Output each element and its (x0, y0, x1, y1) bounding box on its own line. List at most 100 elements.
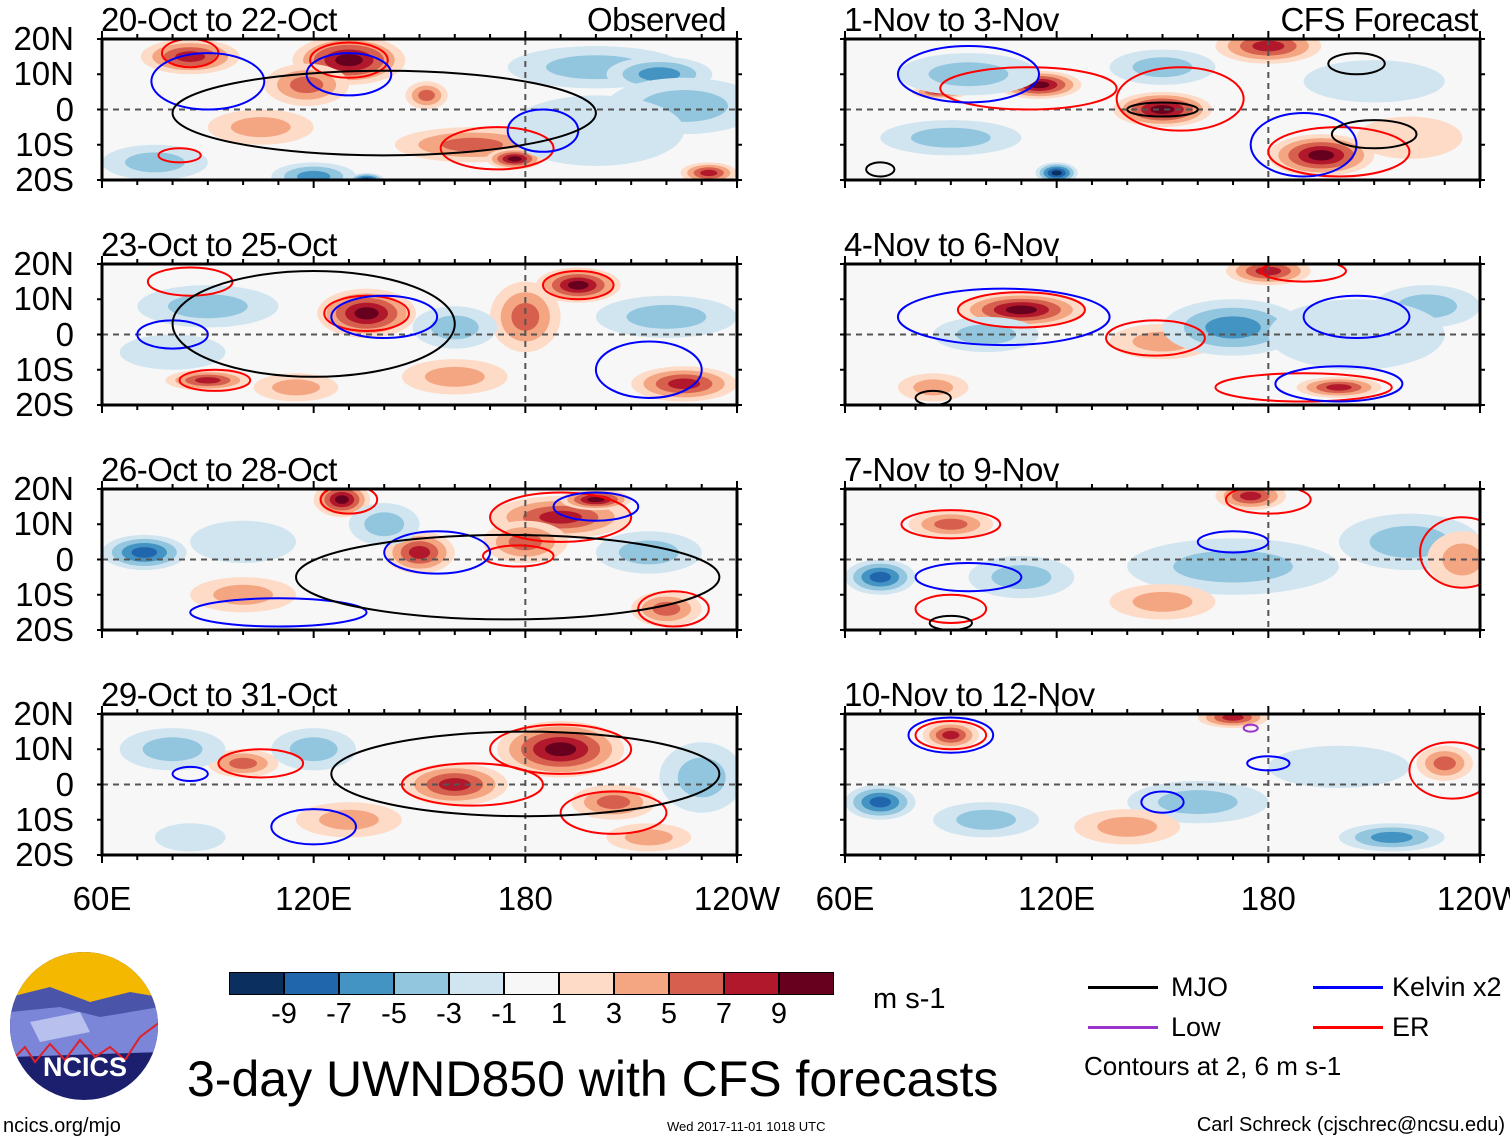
panel-title: 10-Nov to 12-Nov (844, 676, 1095, 713)
anomaly-fill (677, 757, 726, 798)
anomaly-fill (869, 796, 891, 808)
lat-label: 0 (55, 90, 74, 128)
colorbar-swatch (614, 972, 669, 995)
kelvin-contour (270, 808, 358, 846)
anomaly-fill (596, 795, 631, 810)
anomaly-fill (928, 62, 1009, 87)
lat-label: 0 (55, 315, 74, 353)
anomaly-fill (354, 307, 379, 320)
forecast-label: CFS Forecast (1280, 1, 1478, 38)
er-contour (914, 593, 988, 624)
anomaly-fill (1433, 756, 1456, 771)
anomaly-fill (190, 520, 297, 564)
colorbar-label: 7 (715, 998, 733, 1030)
colorbar-swatch (284, 972, 339, 995)
low-contour (1242, 723, 1259, 733)
er-contour (956, 291, 1086, 329)
lat-label: 0 (55, 765, 74, 803)
er-contour (319, 489, 379, 515)
lat-label: 10N (13, 505, 74, 543)
lat-label: 20S (15, 836, 74, 873)
colorbar-swatch (394, 972, 449, 995)
kelvin-contour (594, 340, 703, 399)
anomaly-fill (934, 518, 968, 530)
anomaly-fill (418, 89, 435, 101)
colorbar-swatch (339, 972, 394, 995)
mjo-contour (171, 69, 597, 157)
anomaly-fill (910, 127, 991, 148)
contours-note: Contours at 2, 6 m s-1 (1084, 1051, 1342, 1081)
lat-label: 20N (13, 695, 74, 732)
site-link[interactable]: ncics.org/mjo (3, 1115, 121, 1137)
anomaly-fill (319, 809, 379, 830)
mjo-contour (171, 270, 456, 378)
er-contour (309, 41, 389, 79)
anomaly-fill (1173, 550, 1293, 583)
anomaly-fill (441, 137, 503, 152)
er-contour (900, 509, 1002, 540)
mjo-contour (1327, 52, 1386, 76)
anomaly-fill (1268, 745, 1410, 789)
kelvin-contour (1302, 294, 1411, 340)
kelvin-contour (896, 287, 1111, 347)
er-contour (400, 762, 544, 807)
anomaly-fill (272, 379, 320, 396)
legend-low-label: Low (1171, 1012, 1221, 1042)
anomaly-fill (618, 540, 679, 565)
anomaly-fill (1097, 816, 1158, 837)
anomaly-fill (1303, 60, 1445, 103)
colorbar-swatch (229, 972, 284, 995)
anomaly-fill (1370, 831, 1413, 843)
colorbar-label: 9 (770, 998, 788, 1030)
anomaly-fill (364, 512, 405, 537)
er-contour (146, 266, 234, 297)
timestamp: Wed 2017-11-01 1018 UTC (667, 1119, 826, 1134)
kelvin-contour (1196, 530, 1270, 554)
panel-title: 1-Nov to 3-Nov (844, 1, 1059, 38)
anomaly-fill (1240, 491, 1262, 501)
map-panel (97, 31, 742, 188)
anomaly-fill (1150, 105, 1175, 114)
anomaly-fill (229, 757, 258, 769)
lon-label: 180 (497, 880, 553, 917)
lat-label: 10N (13, 730, 74, 768)
legend-er-line (1313, 1026, 1383, 1029)
lat-label: 10S (15, 575, 74, 613)
map-panel (840, 256, 1485, 413)
legend-mjo-line (1088, 986, 1158, 989)
colorbar-label: -7 (326, 998, 352, 1030)
er-contour (559, 790, 668, 835)
panel-title: 23-Oct to 25-Oct (101, 226, 337, 263)
observed-label: Observed (587, 1, 727, 38)
er-contour (217, 748, 305, 779)
lat-label: 10S (15, 125, 74, 163)
lon-label: 60E (815, 880, 875, 917)
anomaly-fill (1252, 40, 1285, 52)
er-contour (1260, 264, 1347, 283)
er-contour (637, 590, 710, 628)
anomaly-fill (539, 510, 582, 524)
map-panel (97, 706, 742, 863)
anomaly-fill (1051, 170, 1062, 176)
lon-label: 120W (1436, 880, 1510, 917)
lat-label: 20N (13, 20, 74, 57)
anomaly-fill (230, 117, 291, 138)
colorbar-swatch (724, 972, 779, 995)
er-contour (939, 66, 1118, 111)
anomaly-fill (424, 366, 485, 387)
anomaly-fill (1326, 384, 1352, 391)
kelvin-contour (171, 765, 209, 782)
er-contour (439, 126, 555, 171)
mjo-contour (1126, 101, 1199, 118)
anomaly-fill (956, 809, 1017, 830)
panel-title: 26-Oct to 28-Oct (101, 451, 337, 488)
map-panel (840, 481, 1485, 638)
anomaly-fill (507, 156, 522, 162)
anomaly-fill (131, 547, 158, 558)
lon-label: 180 (1240, 880, 1296, 917)
lon-label: 120E (1018, 880, 1096, 917)
kelvin-contour (1274, 365, 1404, 403)
colorbar-label: -5 (381, 998, 407, 1030)
er-contour (1419, 516, 1480, 589)
credit: Carl Schreck (cjschrec@ncsu.edu) (1196, 1114, 1505, 1136)
